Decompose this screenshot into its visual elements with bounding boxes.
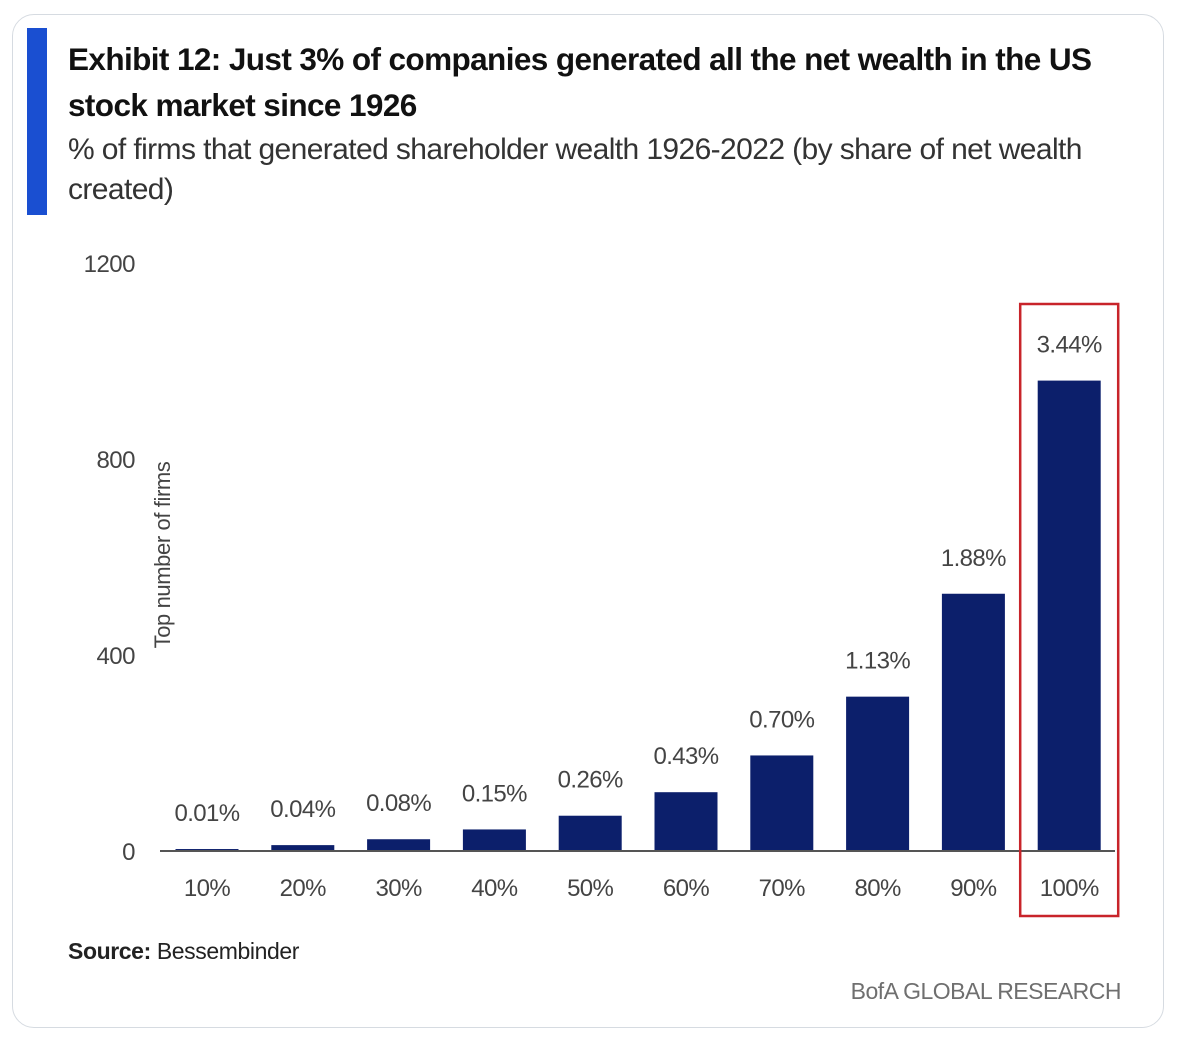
bar-chart: 0 400 800 1200 Top number of firms 0.01% 10% 0.… (84, 251, 1120, 918)
highlight-box (1018, 302, 1120, 918)
data-label: 0.08% (366, 790, 431, 817)
chart-subtitle: % of firms that generated shareholder we… (68, 133, 1082, 206)
y-axis-title: Top number of firms (150, 461, 175, 648)
bar (462, 829, 526, 851)
y-tick-label: 0 (122, 839, 135, 866)
y-tick-label: 400 (96, 643, 135, 670)
x-tick-label: 60% (663, 875, 709, 902)
bar (750, 755, 814, 851)
source-note: Source: Bessembinder (68, 938, 299, 965)
x-tick-label: 10% (184, 875, 230, 902)
data-label: 0.43% (653, 743, 718, 770)
bar (654, 792, 718, 851)
chart-card (12, 14, 1164, 1028)
y-tick-label: 1200 (84, 251, 136, 278)
chart-title: Exhibit 12: Just 3% of companies generat… (68, 41, 1092, 123)
x-tick-label: 80% (854, 875, 900, 902)
x-tick-label: 70% (759, 875, 805, 902)
data-label: 3.44% (1037, 332, 1102, 359)
x-tick-label: 40% (471, 875, 517, 902)
source-text: Bessembinder (156, 938, 300, 964)
data-label: 1.88% (941, 545, 1006, 572)
x-tick-label: 50% (567, 875, 613, 902)
data-label: 0.04% (270, 796, 335, 823)
x-tick-label: 100% (1040, 875, 1099, 902)
bar (367, 839, 431, 851)
bar (558, 815, 622, 851)
x-tick-label: 30% (375, 875, 421, 902)
data-label: 0.26% (558, 767, 623, 794)
bar (1037, 380, 1101, 851)
source-label: Source: (68, 938, 151, 964)
data-label: 0.70% (749, 706, 814, 733)
accent-bar (27, 28, 47, 215)
bar (941, 593, 1005, 851)
x-tick-label: 90% (950, 875, 996, 902)
data-label: 0.01% (174, 800, 239, 827)
data-label: 1.13% (845, 648, 910, 675)
bar (271, 845, 335, 851)
bar (846, 696, 910, 851)
data-label: 0.15% (462, 780, 527, 807)
x-tick-label: 20% (280, 875, 326, 902)
brand-label: BofA GLOBAL RESEARCH (850, 978, 1122, 1004)
y-tick-label: 800 (96, 447, 135, 474)
